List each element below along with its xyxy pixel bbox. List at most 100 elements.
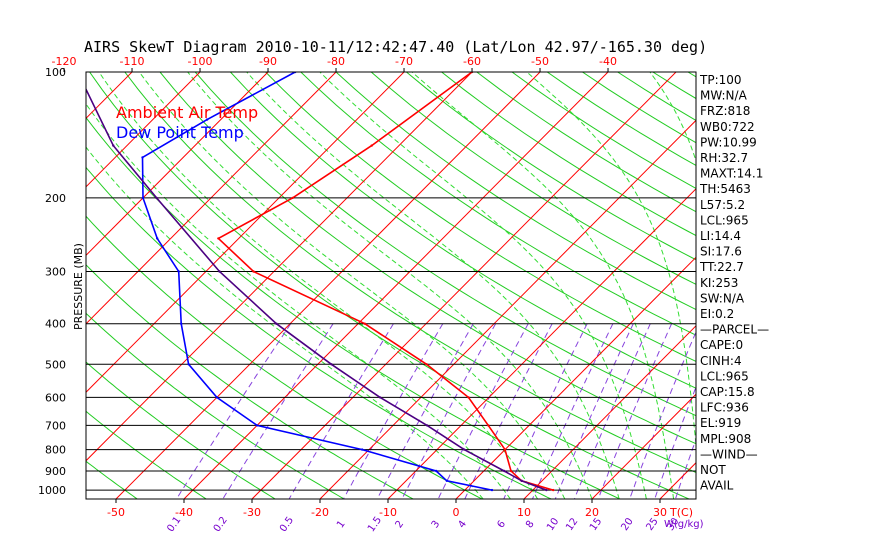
- series-point: [217, 237, 220, 240]
- series-point: [503, 469, 506, 473]
- param-label: LCL:965: [700, 369, 749, 383]
- series-point: [490, 488, 494, 492]
- dry-adiabat: [159, 72, 696, 445]
- param-label: MPL:908: [700, 432, 751, 446]
- series-point: [141, 156, 144, 159]
- mixing-ratio-line: [343, 323, 444, 499]
- moist-adiabat: [86, 146, 484, 499]
- bottom-temp-tick-label: 30: [653, 506, 667, 519]
- series-point: [187, 363, 190, 366]
- param-label: MW:N/A: [700, 89, 748, 103]
- series-point: [545, 488, 548, 492]
- dry-adiabat: [194, 72, 696, 417]
- top-temp-tick-label: -100: [188, 55, 213, 68]
- dry-adiabat: [0, 72, 68, 499]
- mixing-ratio-line: [175, 323, 292, 499]
- bottom-temp-tick-label: 10: [517, 506, 531, 519]
- series-line: [141, 72, 493, 491]
- mixing-ratio-tick-label: 0.5: [278, 515, 296, 534]
- mixing-ratio-tick-label: 1: [335, 519, 348, 531]
- dry-adiabat: [89, 72, 690, 499]
- param-label: MAXT:14.1: [700, 167, 763, 181]
- series-point: [363, 322, 366, 325]
- legend-ambient-temp: Ambient Air Temp: [116, 103, 258, 122]
- series-point: [252, 270, 255, 273]
- isotherm: [183, 72, 609, 499]
- x-axis-label: T(C): [669, 506, 693, 519]
- isotherm: [86, 72, 201, 188]
- top-temp-tick-label: -50: [531, 55, 549, 68]
- series-point: [378, 396, 382, 399]
- param-label: —PARCEL—: [700, 323, 769, 337]
- dry-adiabat: [86, 312, 345, 499]
- pressure-tick-label: 600: [45, 391, 66, 404]
- mixing-ratio-line: [503, 323, 588, 499]
- param-label: L57:5.2: [700, 198, 745, 212]
- param-label: CAP:15.8: [700, 385, 755, 399]
- top-temp-axis: -120 -110 -100 -90 -80 -70 -60 -50 -40: [52, 55, 617, 72]
- series-point: [370, 144, 373, 147]
- moist-adiabat: [86, 103, 511, 499]
- param-label: AVAIL: [700, 479, 734, 493]
- isotherm: [251, 72, 677, 499]
- legend-dew-point: Dew Point Temp: [116, 123, 244, 142]
- param-label: EL:919: [700, 416, 741, 430]
- isotherm: [86, 72, 473, 462]
- dry-adiabat: [406, 72, 696, 261]
- mixing-ratio-line: [288, 323, 394, 499]
- series-point: [445, 479, 448, 482]
- pressure-tick-label: 100: [45, 66, 66, 79]
- dry-adiabat: [864, 72, 870, 499]
- param-label: TP:100: [699, 73, 742, 87]
- series-point: [487, 424, 490, 427]
- mixing-ratio-line: [376, 323, 474, 499]
- series-point: [467, 396, 470, 399]
- series-dew-point-temp: [141, 72, 494, 492]
- param-label: TH:5463: [699, 182, 751, 196]
- bottom-temp-tick-label: -30: [243, 506, 261, 519]
- param-label: LCL:965: [700, 213, 749, 227]
- top-temp-tick-label: -70: [395, 55, 413, 68]
- pressure-tick-label: 200: [45, 192, 66, 205]
- isotherm: [591, 393, 696, 499]
- moist-adiabat: [246, 72, 620, 499]
- series-point: [552, 488, 555, 492]
- dry-adiabat: [230, 72, 696, 389]
- top-temp-tick-label: -80: [327, 55, 345, 68]
- pressure-tick-label: 800: [45, 444, 66, 457]
- bottom-temp-tick-label: -50: [107, 506, 125, 519]
- series-point: [218, 270, 221, 273]
- isotherm: [86, 72, 269, 257]
- dry-adiabat: [829, 72, 870, 499]
- sounding-series: [76, 71, 555, 492]
- series-point: [76, 71, 78, 73]
- series-point: [503, 448, 507, 451]
- pressure-tick-label: 500: [45, 358, 66, 371]
- top-temp-tick-label: -120: [52, 55, 77, 68]
- top-temp-tick-label: -60: [463, 55, 481, 68]
- series-point: [520, 479, 523, 482]
- mixing-ratio-tick-label: 6: [495, 519, 508, 531]
- dry-adiabat: [758, 72, 870, 499]
- isotherm: [523, 325, 696, 499]
- dry-adiabat: [86, 460, 138, 499]
- mixing-ratio-line: [222, 323, 334, 499]
- dry-adiabat: [86, 116, 621, 499]
- series-line: [86, 87, 547, 491]
- series-point: [275, 322, 278, 325]
- param-label: TT:22.7: [699, 260, 744, 274]
- mixing-ratio-line: [437, 323, 529, 499]
- bottom-temp-tick-label: -40: [175, 506, 193, 519]
- series-point: [112, 144, 115, 147]
- pressure-tick-label: 300: [45, 266, 66, 279]
- mixing-ratio-tick-label: 20: [619, 516, 635, 533]
- pressure-tick-label: 1000: [38, 484, 66, 497]
- param-label: PW:10.99: [700, 135, 757, 149]
- dry-adiabat: [86, 410, 207, 499]
- series-point: [155, 196, 158, 200]
- pressure-axis: 100 200 300 400 500 600 700 800 900 1000: [38, 66, 66, 497]
- series-point: [156, 237, 159, 240]
- moist-adiabat: [526, 72, 696, 451]
